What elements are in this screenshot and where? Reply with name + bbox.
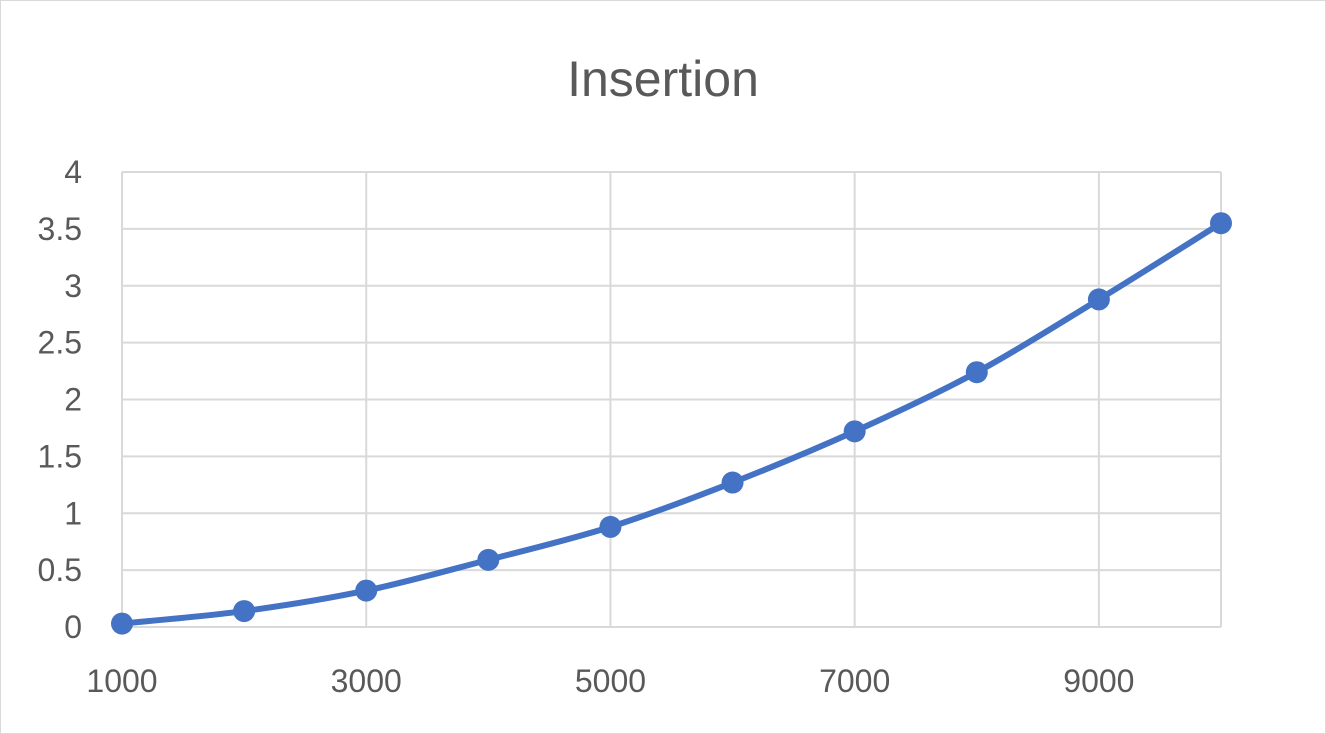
y-tick-label: 2 bbox=[64, 382, 82, 418]
y-tick-label: 2.5 bbox=[38, 325, 82, 361]
x-tick-label: 7000 bbox=[819, 663, 890, 699]
series-line-layer bbox=[119, 220, 1224, 627]
data-point bbox=[843, 420, 866, 443]
y-tick-label: 3 bbox=[64, 268, 82, 304]
y-tick-label: 0 bbox=[64, 609, 82, 645]
data-point bbox=[477, 548, 500, 571]
series-points bbox=[111, 212, 1232, 635]
tick-labels: 0 0.5 1 1.5 2 2.5 3 3.5 4 1000 3000 5000 7000 9000 bbox=[38, 154, 1135, 699]
y-tick-label: 1 bbox=[64, 495, 82, 531]
data-point bbox=[355, 579, 378, 602]
y-tick-label: 4 bbox=[64, 154, 82, 190]
data-point bbox=[1087, 288, 1110, 311]
y-tick-label: 0.5 bbox=[38, 552, 82, 588]
chart-title: Insertion bbox=[567, 51, 759, 107]
y-tick-label: 3.5 bbox=[38, 211, 82, 247]
x-tick-label: 9000 bbox=[1063, 663, 1134, 699]
data-point bbox=[111, 612, 133, 635]
data-point bbox=[233, 600, 256, 623]
data-point bbox=[599, 515, 622, 538]
y-tick-label: 1.5 bbox=[38, 438, 82, 474]
data-point bbox=[1210, 212, 1232, 235]
data-point bbox=[965, 361, 988, 384]
data-point bbox=[721, 471, 744, 494]
gridlines bbox=[121, 171, 1222, 627]
x-tick-label: 5000 bbox=[575, 663, 646, 699]
series-line bbox=[119, 220, 1224, 627]
x-tick-label: 3000 bbox=[331, 663, 402, 699]
x-tick-label: 1000 bbox=[86, 663, 157, 699]
